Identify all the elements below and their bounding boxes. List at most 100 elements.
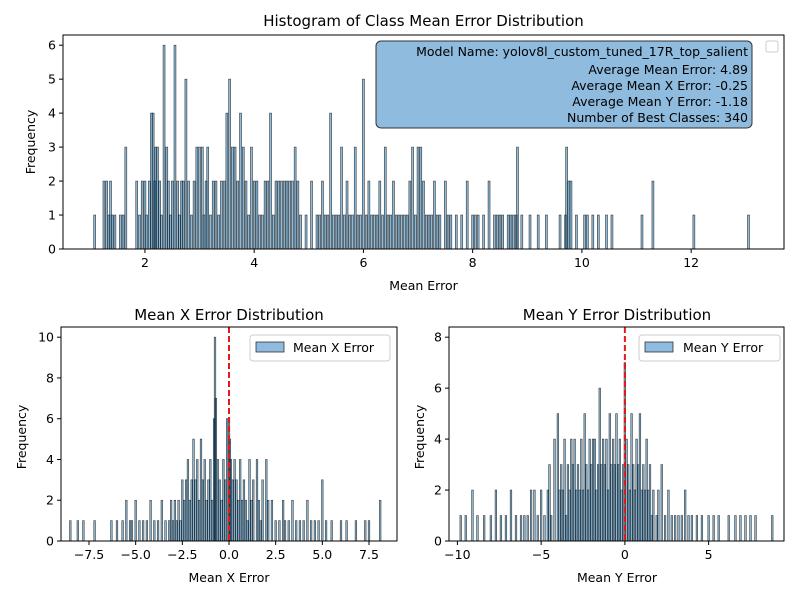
mean-y-error-bar — [598, 387, 601, 542]
mean-error-bar — [310, 180, 313, 250]
mean-x-error-y-tick-label: 8 — [46, 370, 54, 385]
mean-error-bar — [272, 214, 275, 250]
mean-error-bar — [315, 214, 319, 250]
mean-error-bar — [424, 214, 428, 250]
mean-error-bar — [124, 146, 128, 250]
mean-y-error-bar — [642, 464, 645, 542]
mean-x-error-bar — [192, 438, 195, 542]
mean-y-error-bar — [489, 515, 492, 542]
mean-y-error-bar — [558, 489, 561, 542]
mean-error-bar — [202, 214, 206, 250]
mean-x-error-bar — [177, 499, 180, 542]
mean-error-bar — [222, 180, 226, 250]
mean-x-error-bar — [153, 520, 156, 542]
mean-x-error-bar — [128, 520, 132, 542]
mean-error-bar — [351, 214, 354, 250]
mean-x-error-bar — [170, 499, 173, 542]
mean-x-error-axes-frame — [60, 326, 398, 542]
mean-x-error-bar — [222, 459, 225, 542]
mean-error-y-tick-label: 0 — [48, 242, 56, 257]
mean-x-error-bar — [168, 520, 171, 542]
mean-x-error-bar — [379, 499, 382, 542]
mean-y-error-bar — [483, 515, 486, 542]
mean-y-error-bar — [540, 489, 543, 542]
mean-y-error-bar — [565, 515, 568, 542]
mean-x-error-bar — [226, 418, 229, 542]
mean-error-bar — [444, 180, 447, 250]
mean-y-error-bar — [578, 489, 581, 542]
info-box-background — [375, 40, 753, 129]
mean-y-error-bar — [744, 515, 747, 542]
mean-x-error-x-tick-label: −5.0 — [120, 547, 150, 562]
mean-error-bar — [269, 112, 272, 250]
mean-x-error-bar — [231, 479, 234, 542]
mean-y-error-bar — [647, 489, 650, 542]
mean-error-y-tick-label: 6 — [48, 38, 56, 53]
mean-error-bar — [460, 214, 464, 250]
mean-x-error-bar — [324, 520, 328, 542]
mean-error-bar — [214, 180, 218, 250]
mean-y-error-axes-frame — [448, 326, 785, 542]
mean-error-bar — [509, 214, 513, 250]
mean-x-error-bar — [283, 520, 287, 542]
mean-error-bar — [610, 214, 614, 250]
mean-error-title: Histogram of Class Mean Error Distributi… — [263, 12, 584, 30]
mean-y-error-bar — [620, 489, 623, 542]
mean-error-bar — [375, 214, 379, 250]
mean-x-error-bar — [248, 459, 251, 542]
mean-y-error-y-tick-label: 6 — [434, 381, 442, 396]
info-box: Model Name: yolov8l_custom_tuned_17R_top… — [375, 40, 753, 129]
mean-y-error-bar — [615, 413, 618, 542]
mean-y-error-bar — [771, 515, 774, 542]
mean-y-error-x-tick-label: 5 — [705, 547, 713, 562]
mean-y-error-bar — [514, 515, 518, 542]
mean-error-bar — [476, 214, 480, 250]
mean-error-bar — [558, 214, 562, 250]
mean-error-bar — [236, 180, 240, 250]
mean-x-error-bar — [164, 520, 167, 542]
mean-error-bar — [471, 214, 474, 250]
mean-y-error-bar — [610, 464, 613, 542]
mean-x-error-bar — [205, 499, 208, 542]
mean-error-bar — [329, 112, 332, 250]
mean-error-bar — [181, 180, 185, 250]
mean-y-error-bar — [533, 489, 536, 542]
mean-error-x-tick-label: 12 — [683, 255, 699, 270]
mean-y-error-bar — [595, 489, 598, 542]
mean-error-bar — [231, 146, 234, 250]
mean-error-bar — [102, 180, 106, 250]
mean-x-error-bar — [302, 520, 305, 542]
mean-x-error-bar — [198, 499, 201, 542]
mean-error-bar — [430, 214, 433, 250]
mean-error-bar — [414, 214, 417, 250]
mean-y-error-y-label: Frequency — [412, 404, 427, 469]
mean-error-bar — [113, 214, 117, 250]
mean-y-error-bar — [593, 438, 596, 542]
mean-y-error-bar — [526, 515, 529, 542]
mean-x-error-bar — [255, 459, 259, 542]
mean-y-error-bar — [674, 515, 677, 542]
mean-x-error-bar — [214, 398, 218, 542]
mean-y-error-bar — [700, 515, 704, 542]
mean-y-error-bar — [632, 464, 635, 542]
mean-error-bar — [162, 44, 166, 250]
mean-error-bar — [591, 214, 595, 250]
mean-y-error-bar — [625, 438, 628, 542]
mean-y-error-bar — [637, 464, 640, 542]
mean-error-bar — [337, 214, 341, 250]
mean-error-bar — [569, 180, 573, 250]
mean-error-bar — [326, 214, 330, 250]
mean-error-bar — [288, 180, 291, 250]
mean-error-bar — [498, 214, 502, 250]
mean-error-bar — [567, 180, 571, 250]
mean-error-bar — [280, 180, 283, 250]
mean-x-error-legend-box — [249, 334, 391, 362]
mean-y-error-bar — [583, 413, 586, 542]
mean-error-bar — [596, 214, 600, 250]
mean-x-error-bar — [211, 499, 214, 542]
mean-y-error-bar — [749, 515, 752, 542]
mean-x-error-bar — [298, 520, 302, 542]
mean-error-bar — [296, 180, 300, 250]
mean-x-error-bar — [175, 520, 178, 542]
mean-y-error-bar — [550, 515, 553, 542]
